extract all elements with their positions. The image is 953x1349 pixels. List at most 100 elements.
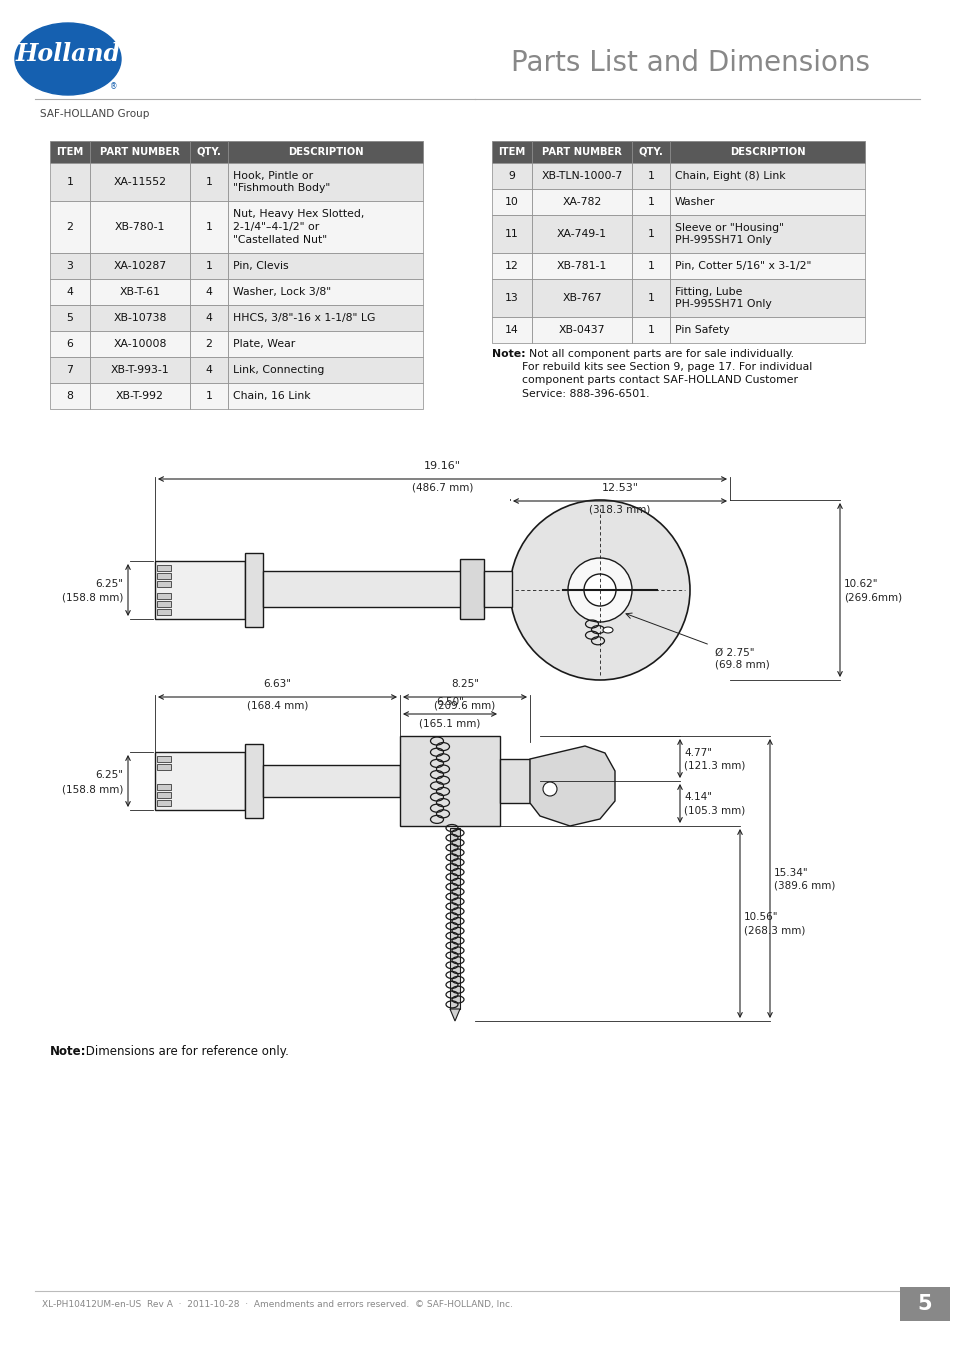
- Bar: [228, 331, 422, 357]
- Bar: [190, 383, 228, 409]
- Text: XB-T-992: XB-T-992: [116, 391, 164, 401]
- Text: 8.25": 8.25": [451, 679, 478, 689]
- Text: 12.53": 12.53": [601, 483, 638, 492]
- Text: QTY.: QTY.: [638, 147, 662, 156]
- Text: 1: 1: [205, 223, 213, 232]
- Bar: [228, 357, 422, 383]
- Text: Washer, Lock 3/8": Washer, Lock 3/8": [233, 287, 331, 297]
- Bar: [90, 201, 190, 254]
- Text: (209.6 mm): (209.6 mm): [434, 701, 496, 711]
- Bar: [228, 254, 422, 279]
- Text: (168.4 mm): (168.4 mm): [247, 701, 308, 711]
- Bar: [899, 1287, 949, 1321]
- Bar: [90, 357, 190, 383]
- Bar: [190, 254, 228, 279]
- Bar: [492, 163, 532, 189]
- Text: 15.34": 15.34": [773, 867, 808, 877]
- Bar: [532, 142, 631, 163]
- Bar: [190, 142, 228, 163]
- Bar: [631, 279, 669, 317]
- Text: 1: 1: [647, 171, 654, 181]
- Text: 3: 3: [67, 260, 73, 271]
- Circle shape: [567, 558, 631, 622]
- Text: 1: 1: [647, 325, 654, 335]
- Bar: [532, 189, 631, 214]
- Bar: [245, 553, 263, 627]
- Polygon shape: [530, 746, 615, 826]
- Text: XB-0437: XB-0437: [558, 325, 604, 335]
- Bar: [532, 279, 631, 317]
- Bar: [90, 142, 190, 163]
- Bar: [190, 163, 228, 201]
- Polygon shape: [450, 1009, 459, 1021]
- Text: 1: 1: [205, 260, 213, 271]
- Bar: [399, 737, 499, 826]
- Circle shape: [510, 500, 689, 680]
- Text: Pin, Cotter 5/16" x 3-1/2": Pin, Cotter 5/16" x 3-1/2": [675, 260, 810, 271]
- Text: XL-PH10412UM-en-US  Rev A  ·  2011-10-28  ·  Amendments and errors reserved.  © : XL-PH10412UM-en-US Rev A · 2011-10-28 · …: [42, 1300, 513, 1310]
- Text: XA-749-1: XA-749-1: [557, 229, 606, 239]
- Text: XB-781-1: XB-781-1: [557, 260, 606, 271]
- Text: 6.25": 6.25": [95, 579, 123, 590]
- Text: DESCRIPTION: DESCRIPTION: [729, 147, 804, 156]
- Bar: [228, 383, 422, 409]
- Text: Chain, Eight (8) Link: Chain, Eight (8) Link: [675, 171, 785, 181]
- Text: (389.6 mm): (389.6 mm): [773, 881, 835, 890]
- Bar: [90, 254, 190, 279]
- Text: 1: 1: [205, 391, 213, 401]
- Text: 11: 11: [504, 229, 518, 239]
- Text: Note:: Note:: [492, 349, 525, 359]
- Text: 1: 1: [647, 229, 654, 239]
- Text: 1: 1: [205, 177, 213, 188]
- Bar: [228, 305, 422, 331]
- Bar: [157, 792, 171, 799]
- Bar: [669, 214, 864, 254]
- Bar: [532, 317, 631, 343]
- Bar: [669, 279, 864, 317]
- Text: 5: 5: [917, 1294, 931, 1314]
- Text: XB-TLN-1000-7: XB-TLN-1000-7: [540, 171, 622, 181]
- Text: Not all component parts are for sale individually.
For rebuild kits see Section : Not all component parts are for sale ind…: [521, 349, 811, 398]
- Bar: [669, 163, 864, 189]
- Ellipse shape: [602, 627, 613, 633]
- Text: 12: 12: [504, 260, 518, 271]
- Bar: [532, 254, 631, 279]
- Text: 1: 1: [647, 197, 654, 206]
- Text: (268.3 mm): (268.3 mm): [743, 925, 804, 935]
- Text: Fitting, Lube
PH-995SH71 Only: Fitting, Lube PH-995SH71 Only: [675, 286, 771, 309]
- Text: HHCS, 3/8"-16 x 1-1/8" LG: HHCS, 3/8"-16 x 1-1/8" LG: [233, 313, 375, 322]
- Text: 7: 7: [67, 366, 73, 375]
- Text: QTY.: QTY.: [196, 147, 221, 156]
- Text: 19.16": 19.16": [423, 461, 460, 471]
- Bar: [263, 571, 479, 607]
- Bar: [228, 279, 422, 305]
- Bar: [50, 305, 90, 331]
- Text: 10: 10: [504, 197, 518, 206]
- Bar: [157, 755, 171, 762]
- Bar: [190, 201, 228, 254]
- Text: (165.1 mm): (165.1 mm): [419, 718, 480, 728]
- Text: (121.3 mm): (121.3 mm): [683, 761, 744, 770]
- Bar: [190, 279, 228, 305]
- Text: 1: 1: [67, 177, 73, 188]
- Bar: [228, 201, 422, 254]
- Bar: [669, 189, 864, 214]
- Bar: [669, 317, 864, 343]
- Text: Dimensions are for reference only.: Dimensions are for reference only.: [82, 1045, 289, 1058]
- Text: XA-11552: XA-11552: [113, 177, 167, 188]
- Text: (269.6mm): (269.6mm): [843, 594, 902, 603]
- Text: Washer: Washer: [675, 197, 715, 206]
- Text: Plate, Wear: Plate, Wear: [233, 339, 294, 349]
- Text: 1: 1: [647, 260, 654, 271]
- Bar: [157, 594, 171, 599]
- Text: Parts List and Dimensions: Parts List and Dimensions: [511, 49, 869, 77]
- Bar: [492, 279, 532, 317]
- Bar: [157, 784, 171, 791]
- Bar: [492, 317, 532, 343]
- Bar: [50, 279, 90, 305]
- Bar: [190, 305, 228, 331]
- Text: Note:: Note:: [50, 1045, 87, 1058]
- Text: Pin Safety: Pin Safety: [675, 325, 729, 335]
- Bar: [157, 800, 171, 805]
- Text: 9: 9: [508, 171, 515, 181]
